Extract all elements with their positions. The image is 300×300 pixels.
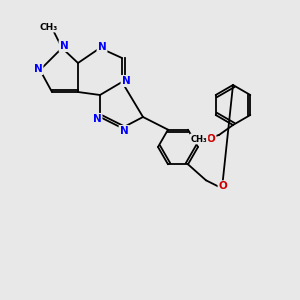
Text: N: N xyxy=(122,76,130,86)
Text: N: N xyxy=(98,42,106,52)
Text: N: N xyxy=(34,64,42,74)
Text: N: N xyxy=(93,114,101,124)
Text: N: N xyxy=(120,126,128,136)
Text: CH₃: CH₃ xyxy=(191,134,207,143)
Text: O: O xyxy=(207,134,215,144)
Text: O: O xyxy=(219,181,227,191)
Text: N: N xyxy=(60,41,68,51)
Text: CH₃: CH₃ xyxy=(40,22,58,32)
